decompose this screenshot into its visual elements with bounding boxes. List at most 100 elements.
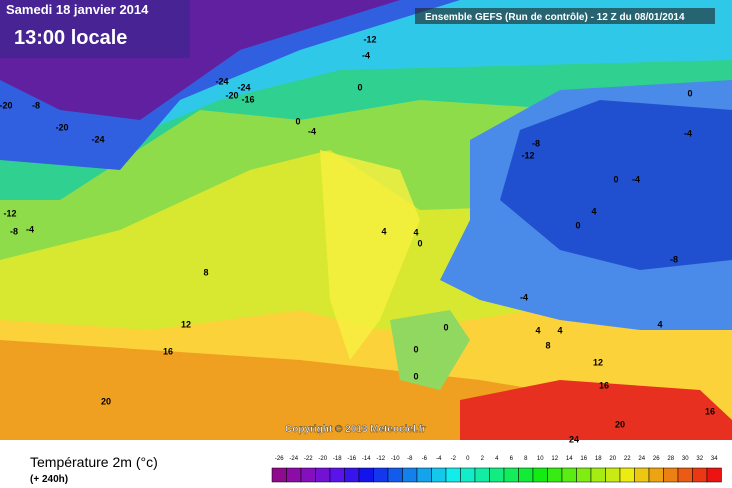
date: Samedi 18 janvier 2014 <box>6 2 149 17</box>
colorbar-label: 16 <box>580 456 587 462</box>
contour-label: -4 <box>632 174 640 184</box>
colorbar-swatch <box>561 467 577 483</box>
colorbar-swatch <box>358 467 374 483</box>
contour-label: -8 <box>670 254 678 264</box>
contour-label: -12 <box>3 208 16 218</box>
contour-label: -12 <box>363 34 376 44</box>
colorbar-swatch <box>503 467 519 483</box>
contour-label: -20 <box>225 90 238 100</box>
contour-label: 0 <box>575 220 580 230</box>
contour-label: -24 <box>91 134 104 144</box>
colorbar-swatch <box>445 467 461 483</box>
colorbar-label: 2 <box>481 456 485 462</box>
colorbar-swatch <box>474 467 490 483</box>
contour-label: -24 <box>237 82 250 92</box>
contour-label: 4 <box>381 226 386 236</box>
colorbar-swatch <box>300 467 316 483</box>
contour-label: -8 <box>32 100 40 110</box>
contour-label: -24 <box>215 76 228 86</box>
contour-label: 20 <box>615 419 625 429</box>
colorbar-swatch <box>329 467 345 483</box>
colorbar-label: 28 <box>667 456 674 462</box>
model: Ensemble GEFS (Run de contrôle) - 12 Z d… <box>425 12 685 23</box>
contour-label: -20 <box>0 100 13 110</box>
contour-label: -4 <box>520 292 528 302</box>
copyright: Copyright © 2013 Meteociel.fr <box>285 424 426 435</box>
colorbar-label: -20 <box>318 456 327 462</box>
colorbar-swatch <box>663 467 679 483</box>
contour-labels: -12-40-24-24-20 -16-20 -8-20-240-40-8-12-4… <box>0 34 715 444</box>
contour-label: 0 <box>295 116 300 126</box>
model-box <box>415 8 715 24</box>
colorbar-label: -12 <box>376 456 385 462</box>
contour-label: -16 <box>241 94 254 104</box>
colorbar-label: 4 <box>495 456 499 462</box>
colorbar-swatch <box>431 467 447 483</box>
colorbar-label: 26 <box>653 456 660 462</box>
colorbar-label: -26 <box>275 456 284 462</box>
contour-label: 0 <box>413 344 418 354</box>
header-box <box>0 0 190 58</box>
colorbar-swatch <box>677 467 693 483</box>
colorbar-label: 6 <box>510 456 514 462</box>
contour-label: 4 <box>657 319 662 329</box>
colorbar-swatch <box>489 467 505 483</box>
contour-label: 8 <box>203 267 208 277</box>
colorbar-label: 0 <box>466 456 470 462</box>
colorbar-label: 18 <box>595 456 602 462</box>
contour-label: 4 <box>413 227 418 237</box>
colorbar-label: -8 <box>407 456 413 462</box>
contour-label: -12 <box>521 150 534 160</box>
colorbar-swatch <box>416 467 432 483</box>
contour-label: 0 <box>687 88 692 98</box>
contour-label: 16 <box>163 346 173 356</box>
contour-label: 8 <box>545 340 550 350</box>
contour-label: -4 <box>362 50 370 60</box>
footer-lead: (+ 240h) <box>30 474 68 485</box>
colorbar-swatch <box>576 467 592 483</box>
colorbar-label: -10 <box>391 456 400 462</box>
colorbar-swatch <box>387 467 403 483</box>
colorbar-label: -4 <box>436 456 442 462</box>
colorbar-swatch <box>692 467 708 483</box>
colorbar-label: 34 <box>711 456 718 462</box>
colorbar-swatch <box>634 467 650 483</box>
colorbar-label: 12 <box>551 456 558 462</box>
contour-label: 4 <box>591 206 596 216</box>
contour-label: -8 <box>532 138 540 148</box>
contour-label: -4 <box>308 126 316 136</box>
contour-label: -4 <box>26 224 34 234</box>
colorbar-label: 32 <box>696 456 703 462</box>
colorbar-swatch <box>402 467 418 483</box>
contour-label: 4 <box>557 325 562 335</box>
colorbar-label: -18 <box>333 456 342 462</box>
contour-label: 20 <box>101 396 111 406</box>
colorbar-swatch <box>271 467 287 483</box>
colorbar-swatch <box>518 467 534 483</box>
colorbar-swatch <box>532 467 548 483</box>
colorbar-label: 24 <box>638 456 645 462</box>
contour-label: 24 <box>569 434 579 444</box>
colorbar-label: 14 <box>566 456 573 462</box>
colorbar-swatch <box>619 467 635 483</box>
contour-label: 0 <box>357 82 362 92</box>
colorbar-label: -22 <box>304 456 313 462</box>
colorbar-swatch <box>605 467 621 483</box>
contour-label: 12 <box>181 319 191 329</box>
contour-label: 0 <box>417 238 422 248</box>
colorbar-label: -14 <box>362 456 371 462</box>
colorbar-label: -24 <box>289 456 298 462</box>
colorbar-label: 8 <box>524 456 528 462</box>
contour-label: -8 <box>10 226 18 236</box>
contour-label: -20 <box>55 122 68 132</box>
contour-label: 0 <box>413 371 418 381</box>
colorbar-label: -6 <box>422 456 428 462</box>
contour-label: -4 <box>684 128 692 138</box>
colorbar-label: 10 <box>537 456 544 462</box>
contour-label: 12 <box>593 357 603 367</box>
footer-title: Température 2m (°c) <box>30 454 158 470</box>
colorbar-swatch <box>373 467 389 483</box>
map <box>0 0 732 440</box>
contour-label: 0 <box>613 174 618 184</box>
